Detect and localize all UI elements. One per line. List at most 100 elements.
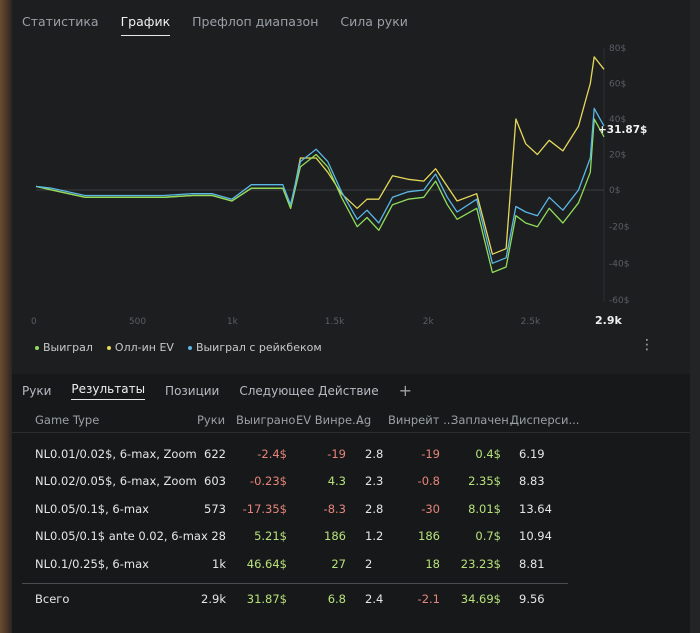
x-tick-label: 500 — [129, 317, 146, 327]
legend-dot — [187, 345, 192, 350]
cell-variance: 10.94 — [519, 529, 552, 543]
cell-ag: 1.2 — [365, 529, 384, 543]
window-edge-left — [0, 0, 12, 633]
y-tick-label: 80$ — [609, 44, 626, 54]
tab-hands[interactable]: Руки — [22, 383, 52, 398]
chart-legend: Выиграл Олл-ин EV Выиграл с рейкбеком — [35, 341, 322, 354]
cell-ev-winrate: 4.3 — [327, 474, 346, 488]
column-header-variance[interactable]: Дисперси... — [510, 413, 580, 427]
end-value-label: +31.87$ — [598, 124, 647, 136]
top-tabs: Статистика График Префлоп диапазон Сила … — [22, 14, 408, 36]
y-tick-label: 0$ — [609, 186, 620, 196]
column-header-winrate[interactable]: Винрейт ... — [388, 413, 455, 427]
legend-label: Выиграл с рейкбеком — [195, 341, 322, 354]
column-header-ev-winrate[interactable]: EV Винре... — [296, 413, 364, 427]
cell-winrate: -19 — [421, 447, 440, 461]
cell-ev-winrate: -19 — [327, 447, 346, 461]
results-panel — [12, 374, 690, 633]
window-edge-right — [690, 0, 700, 633]
legend-item-allin-ev[interactable]: Олл-ин EV — [106, 341, 174, 354]
cell-hands: 2.9k — [201, 592, 226, 606]
cell-ev-winrate: 6.8 — [327, 592, 346, 606]
cell-winrate: -30 — [421, 502, 440, 516]
x-tick-label: 2k — [423, 317, 435, 327]
cell-won: 5.21$ — [254, 529, 287, 543]
y-tick-label: -60$ — [609, 296, 629, 306]
cell-variance: 8.81 — [519, 557, 545, 571]
legend-dot — [35, 345, 39, 350]
cell-ev-winrate: 27 — [331, 557, 346, 571]
column-header-ag[interactable]: Ag — [356, 413, 372, 427]
cell-variance: 8.83 — [519, 474, 545, 488]
x-tick-label-current: 2.9k — [595, 314, 622, 327]
legend-dot — [106, 345, 111, 350]
cell-paid: 2.35$ — [468, 474, 501, 488]
legend-label: Выиграл — [43, 341, 93, 354]
column-header-game-type[interactable]: Game Type — [35, 413, 100, 427]
cell-winrate: -0.8 — [417, 474, 440, 488]
cell-hands: 573 — [204, 502, 226, 516]
cell-paid: 23.23$ — [460, 557, 501, 571]
cell-ag: 2.8 — [365, 502, 384, 516]
tab-positions[interactable]: Позиции — [165, 383, 220, 398]
cell-ag: 2.8 — [365, 447, 384, 461]
cell-won: -17.35$ — [242, 502, 287, 516]
legend-item-won[interactable]: Выиграл — [35, 341, 93, 354]
x-tick-label: 0 — [31, 317, 37, 327]
tab-graph[interactable]: График — [120, 14, 171, 36]
tab-hand-strength[interactable]: Сила руки — [340, 14, 408, 29]
add-tab-icon[interactable]: + — [398, 381, 412, 400]
tab-next-action[interactable]: Следующее Действие — [239, 383, 379, 398]
x-tick-label: 1.5k — [325, 317, 345, 327]
cell-winrate: -2.1 — [417, 592, 440, 606]
cell-paid: 0.4$ — [475, 447, 501, 461]
chart-svg: 80$ 60$ 40$ 20$ 0$ -20$ -40$ -60$ 0 500 1k 1.5k 2k 2.… — [31, 44, 647, 327]
y-tick-label: 60$ — [609, 80, 626, 90]
tab-statistics[interactable]: Статистика — [22, 14, 99, 29]
legend-item-won-rakeback[interactable]: Выиграл с рейкбеком — [187, 341, 322, 354]
column-header-won[interactable]: Выиграно — [236, 413, 296, 427]
cell-winrate: 186 — [418, 529, 440, 543]
cell-ag: 2.3 — [365, 474, 384, 488]
cell-hands: 603 — [204, 474, 226, 488]
cell-ev-winrate: 186 — [324, 529, 346, 543]
cell-variance: 6.19 — [519, 447, 545, 461]
cell-ag: 2 — [365, 557, 373, 571]
cell-won: -0.23$ — [249, 474, 287, 488]
y-tick-label: -40$ — [609, 259, 629, 269]
total-divider — [22, 583, 568, 584]
more-options-icon[interactable]: ⋮ — [640, 338, 654, 352]
cell-ag: 2.4 — [365, 592, 384, 606]
cell-hands: 622 — [204, 447, 226, 461]
legend-label: Олл-ин EV — [114, 341, 174, 354]
bottom-tabs: Руки Результаты Позиции Следующее Действ… — [22, 381, 412, 400]
cell-ev-winrate: -8.3 — [323, 502, 346, 516]
cell-paid: 8.01$ — [468, 502, 501, 516]
y-tick-label: 20$ — [609, 151, 626, 161]
cell-game-type: NL0.05/0.1$, 6-max — [35, 502, 149, 516]
column-header-paid[interactable]: Заплачен... — [451, 413, 520, 427]
cell-game-type: NL0.01/0.02$, 6-max, Zoom — [35, 447, 197, 461]
cell-game-type: NL0.05/0.1$ ante 0.02, 6-max — [35, 529, 208, 543]
y-tick-label: 40$ — [609, 115, 626, 125]
series-line-0 — [35, 118, 605, 274]
cell-game-type: NL0.02/0.05$, 6-max, Zoom — [35, 474, 197, 488]
cell-winrate: 18 — [425, 557, 440, 571]
tab-results[interactable]: Результаты — [71, 382, 146, 400]
column-header-hands[interactable]: Руки — [197, 413, 226, 427]
winnings-chart: 80$ 60$ 40$ 20$ 0$ -20$ -40$ -60$ 0 500 1k 1.5k 2k 2.… — [12, 40, 690, 335]
cell-variance: 13.64 — [519, 502, 552, 516]
cell-paid: 34.69$ — [460, 592, 501, 606]
tab-preflop-range[interactable]: Префлоп диапазон — [192, 14, 319, 29]
x-tick-label: 2.5k — [521, 317, 541, 327]
cell-game-type: NL0.1/0.25$, 6-max — [35, 557, 149, 571]
cell-won: -2.4$ — [257, 447, 287, 461]
cell-variance: 9.56 — [519, 592, 545, 606]
cell-won: 46.64$ — [246, 557, 287, 571]
cell-hands: 1k — [212, 557, 226, 571]
series-line-1 — [35, 56, 605, 255]
header-divider — [12, 432, 690, 433]
x-tick-label: 1k — [227, 317, 239, 327]
cell-hands: 28 — [211, 529, 226, 543]
cell-paid: 0.7$ — [475, 529, 501, 543]
